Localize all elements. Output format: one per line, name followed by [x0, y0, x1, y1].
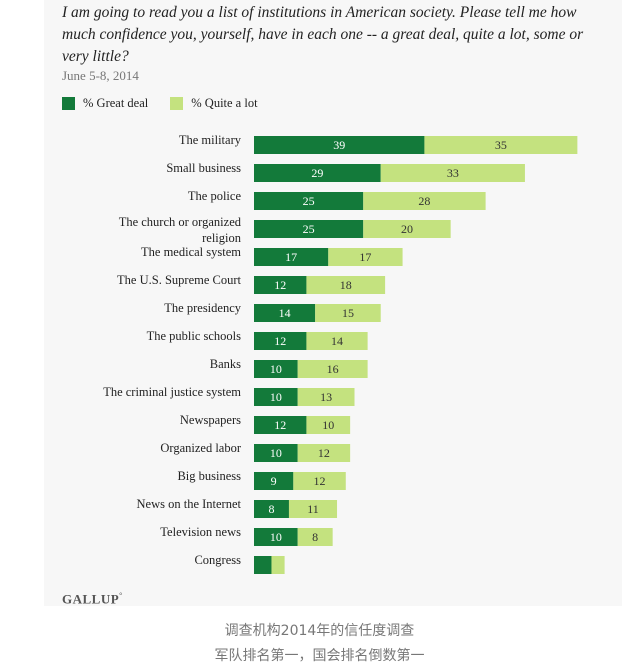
caption-line-1: 调查机构2014年的信任度调查	[224, 623, 415, 639]
category-label-small-business: Small business	[166, 161, 241, 175]
legend-item-quite-a-lot: % Quite a lot	[170, 96, 258, 111]
category-label-the-presidency: The presidency	[164, 301, 241, 315]
value-label-great-deal-big-business: 9	[271, 474, 277, 488]
category-label-the-medical-system: The medical system	[141, 245, 241, 259]
category-label-the-church-or-organized-religion: The church or organized religion	[119, 215, 242, 245]
bar-great-deal-the-presidency	[254, 304, 316, 322]
value-label-quite-a-lot-the-police: 28	[418, 194, 430, 208]
caption-line-2: 军队排名第一，国会排名倒数第一	[214, 648, 425, 664]
value-label-quite-a-lot-banks: 16	[327, 362, 339, 376]
legend-label-great-deal: % Great deal	[83, 96, 149, 110]
category-label-news-on-the-internet: News on the Internet	[137, 497, 242, 511]
bar-quite-a-lot-the-military	[424, 136, 578, 154]
bar-quite-a-lot-the-u-s-supreme-court	[306, 276, 386, 294]
value-label-quite-a-lot-the-presidency: 15	[342, 306, 354, 320]
value-label-great-deal-the-church-or-organized-religion: 25	[303, 222, 315, 236]
category-label-the-criminal-justice-system: The criminal justice system	[103, 385, 241, 399]
value-label-great-deal-television-news: 10	[270, 530, 282, 544]
value-label-quite-a-lot-organized-labor: 12	[318, 446, 330, 460]
legend-item-great-deal: % Great deal	[62, 96, 148, 111]
value-label-great-deal-the-presidency: 14	[279, 306, 291, 320]
bar-quite-a-lot-news-on-the-internet	[288, 500, 338, 518]
bar-great-deal-the-military	[254, 136, 425, 154]
category-label-the-public-schools: The public schools	[147, 329, 242, 343]
category-label-big-business: Big business	[177, 469, 241, 483]
value-label-quite-a-lot-the-medical-system: 17	[359, 250, 371, 264]
bar-great-deal-the-medical-system	[254, 248, 329, 266]
bar-great-deal-big-business	[254, 472, 294, 490]
value-label-great-deal-the-police: 25	[303, 194, 315, 208]
bar-quite-a-lot-the-church-or-organized-religion	[363, 220, 451, 238]
bar-great-deal-news-on-the-internet	[254, 500, 289, 518]
value-label-great-deal-the-public-schools: 12	[274, 334, 286, 348]
bar-quite-a-lot-television-news	[297, 528, 333, 546]
category-label-organized-labor: Organized labor	[160, 441, 241, 455]
bar-great-deal-newspapers	[254, 416, 307, 434]
value-label-great-deal-the-criminal-justice-system: 10	[270, 390, 282, 404]
bar-great-deal-the-u-s-supreme-court	[254, 276, 307, 294]
value-label-quite-a-lot-the-public-schools: 14	[331, 334, 343, 348]
legend-label-quite-a-lot: % Quite a lot	[191, 96, 258, 110]
bar-great-deal-the-criminal-justice-system	[254, 388, 298, 406]
survey-date: June 5-8, 2014	[62, 68, 139, 83]
bar-great-deal-the-public-schools	[254, 332, 307, 350]
value-label-quite-a-lot-the-church-or-organized-religion: 20	[401, 222, 413, 236]
bar-quite-a-lot-the-criminal-justice-system	[297, 388, 355, 406]
bar-quite-a-lot-banks	[297, 360, 368, 378]
bar-quite-a-lot-the-police	[363, 192, 486, 210]
bar-quite-a-lot-small-business	[380, 164, 525, 182]
value-label-quite-a-lot-news-on-the-internet: 11	[307, 502, 319, 516]
bar-quite-a-lot-the-presidency	[315, 304, 381, 322]
legend-swatch-quite-a-lot	[170, 97, 184, 110]
source-logo: GALLUP°	[62, 591, 123, 607]
category-label-television-news: Television news	[160, 525, 241, 539]
category-label-banks: Banks	[210, 357, 241, 371]
bar-great-deal-organized-labor	[254, 444, 298, 462]
question-text: I am going to read you a list of institu…	[62, 4, 584, 65]
bar-great-deal-the-church-or-organized-religion	[254, 220, 364, 238]
bar-great-deal-congress	[254, 556, 272, 574]
bar-quite-a-lot-big-business	[293, 472, 346, 490]
bar-great-deal-small-business	[254, 164, 381, 182]
value-label-great-deal-the-u-s-supreme-court: 12	[274, 278, 286, 292]
value-label-quite-a-lot-the-u-s-supreme-court: 18	[340, 278, 352, 292]
bar-chart: The military 39 35 Small business 29 33 The po…	[103, 133, 578, 574]
category-label-newspapers: Newspapers	[180, 413, 241, 427]
bar-great-deal-television-news	[254, 528, 298, 546]
value-label-quite-a-lot-newspapers: 10	[322, 418, 334, 432]
bar-quite-a-lot-the-medical-system	[328, 248, 403, 266]
value-label-great-deal-organized-labor: 10	[270, 446, 282, 460]
value-label-quite-a-lot-television-news: 8	[312, 530, 318, 544]
legend: % Great deal % Quite a lot	[62, 96, 280, 111]
value-label-great-deal-small-business: 29	[311, 166, 323, 180]
category-label-the-police: The police	[188, 189, 242, 203]
value-label-quite-a-lot-the-military: 35	[495, 138, 507, 152]
bar-quite-a-lot-newspapers	[306, 416, 351, 434]
value-label-great-deal-newspapers: 12	[274, 418, 286, 432]
value-label-great-deal-news-on-the-internet: 8	[268, 502, 274, 516]
value-label-quite-a-lot-small-business: 33	[447, 166, 459, 180]
value-label-great-deal-banks: 10	[270, 362, 282, 376]
legend-swatch-great-deal	[62, 97, 75, 110]
category-label-the-military: The military	[179, 133, 242, 147]
category-label-congress: Congress	[194, 553, 241, 567]
bar-great-deal-banks	[254, 360, 298, 378]
bar-quite-a-lot-the-public-schools	[306, 332, 368, 350]
bar-quite-a-lot-congress	[271, 556, 285, 574]
category-label-the-u-s-supreme-court: The U.S. Supreme Court	[117, 273, 241, 287]
bar-great-deal-the-police	[254, 192, 364, 210]
value-label-great-deal-the-medical-system: 17	[285, 250, 297, 264]
bar-quite-a-lot-organized-labor	[297, 444, 351, 462]
value-label-quite-a-lot-the-criminal-justice-system: 13	[320, 390, 332, 404]
value-label-great-deal-the-military: 39	[333, 138, 345, 152]
value-label-quite-a-lot-big-business: 12	[314, 474, 326, 488]
